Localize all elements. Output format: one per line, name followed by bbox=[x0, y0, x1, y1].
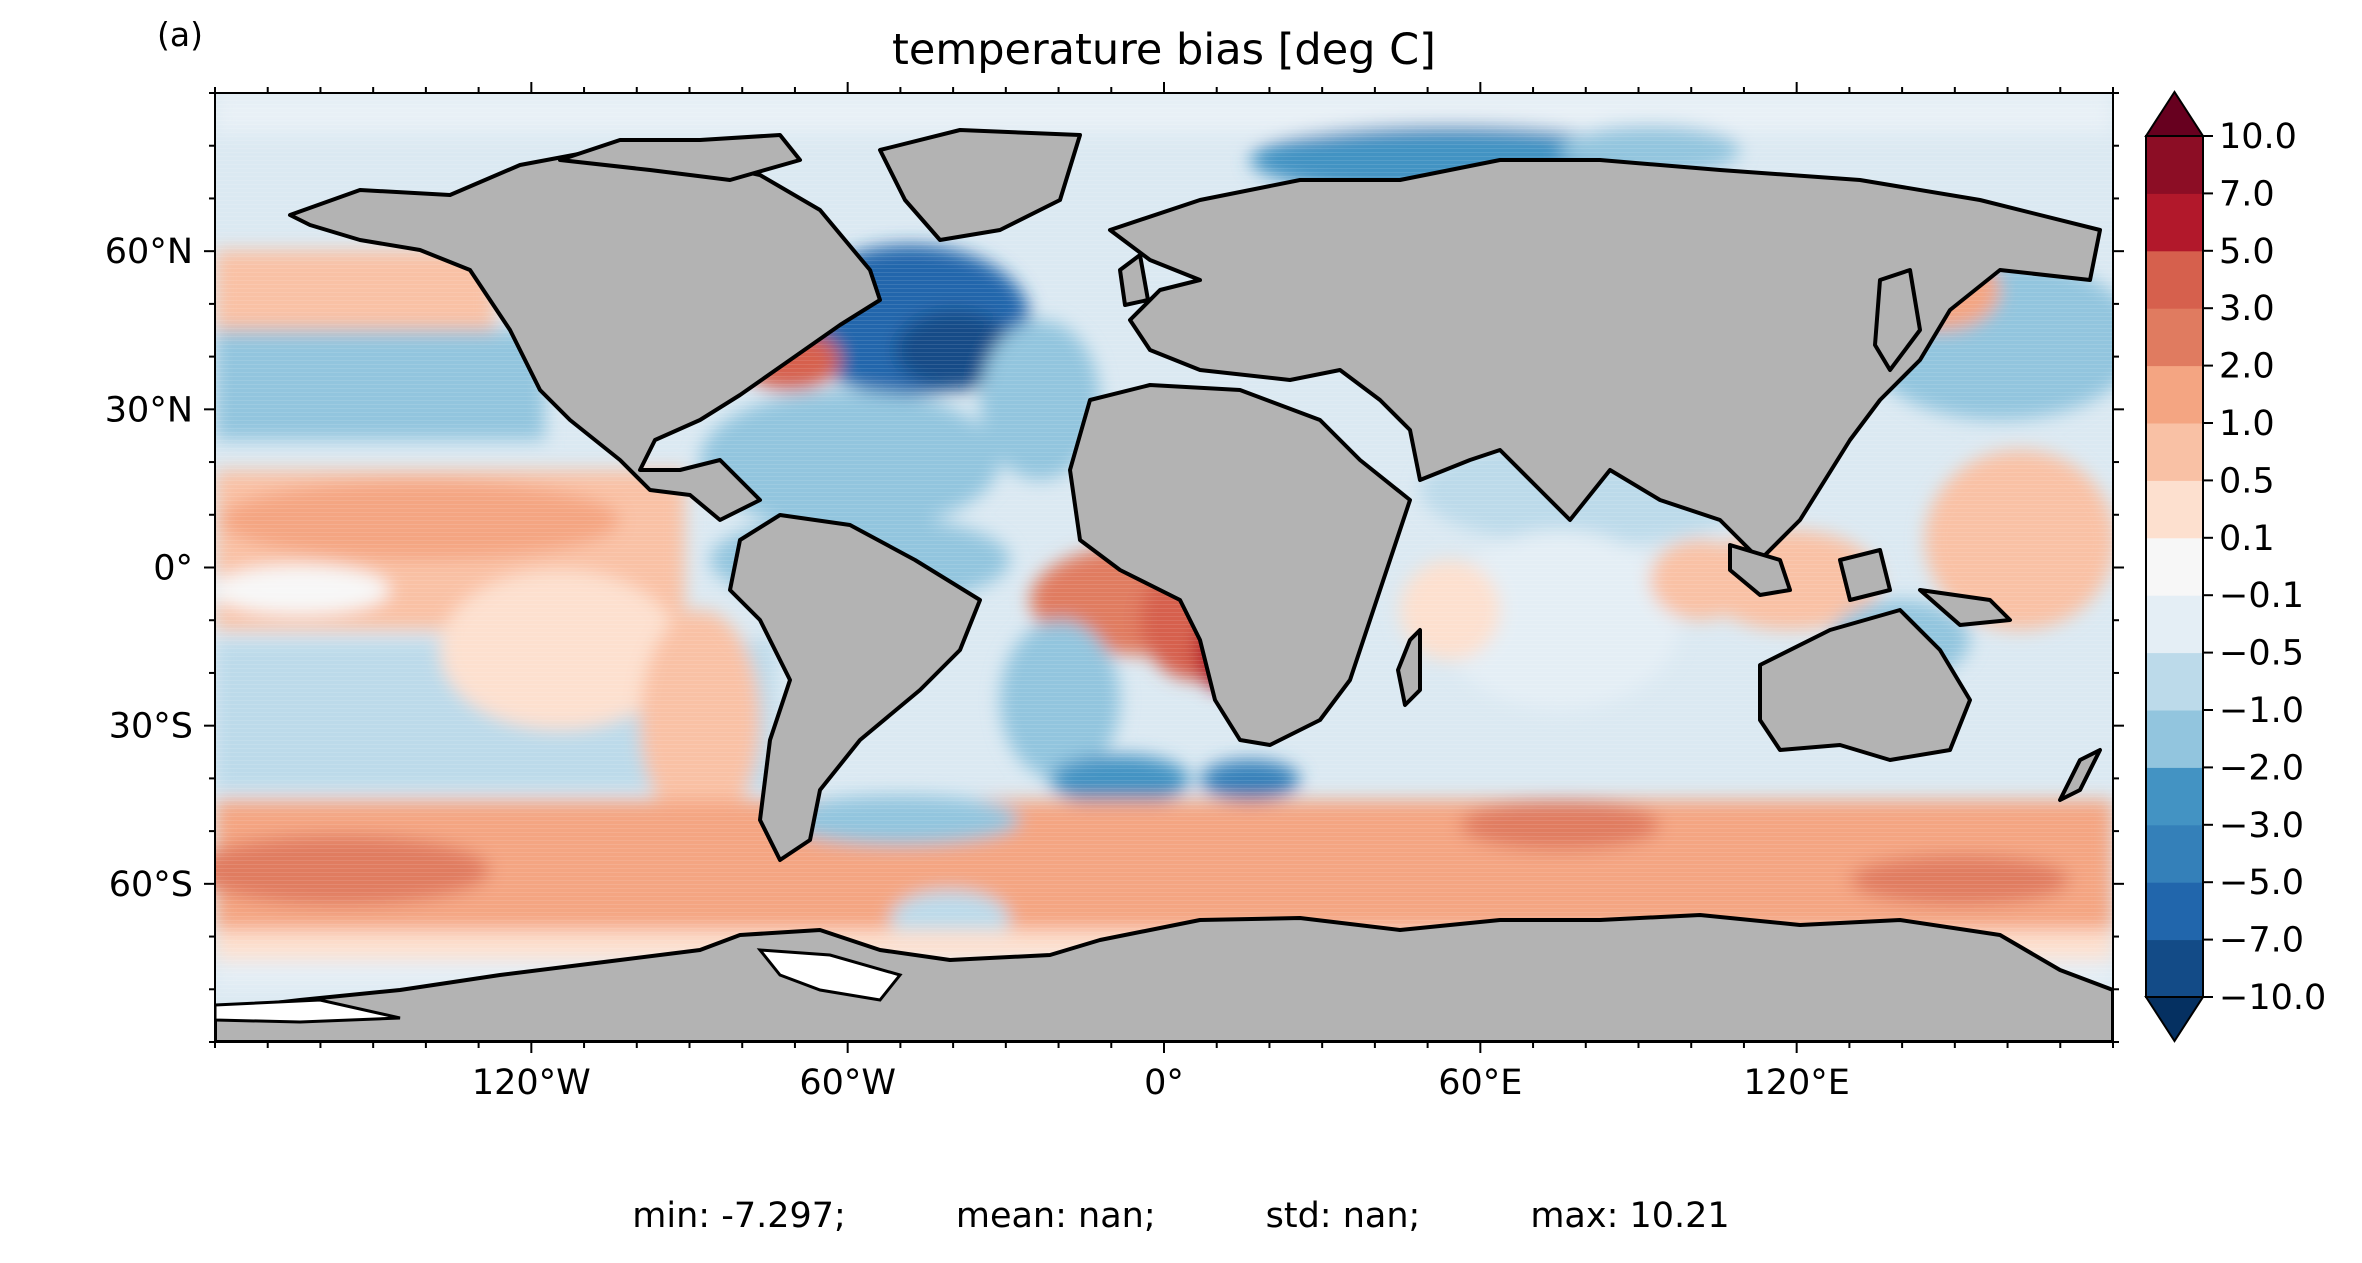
colorbar-bin bbox=[2146, 480, 2203, 539]
south-america bbox=[728, 513, 982, 862]
map-panel bbox=[215, 93, 2113, 1042]
stat-std: std: nan; bbox=[1265, 1196, 1421, 1236]
borneo-sumatra bbox=[1728, 543, 1892, 602]
colorbar-bin bbox=[2146, 882, 2203, 941]
y-tick-label: 60°S bbox=[109, 865, 193, 905]
greenland bbox=[878, 128, 1082, 242]
colorbar-bin bbox=[2146, 767, 2203, 826]
colorbar-label: −7.0 bbox=[2219, 921, 2304, 961]
y-tick-label: 60°N bbox=[105, 232, 193, 272]
colorbar-label: 0.5 bbox=[2219, 461, 2275, 501]
colorbar-label: −10.0 bbox=[2219, 978, 2326, 1018]
x-tick-label: 0° bbox=[1144, 1063, 1184, 1103]
colorbar-bin bbox=[2146, 308, 2203, 367]
y-tick-label: 0° bbox=[153, 549, 193, 589]
colorbar-label: 1.0 bbox=[2219, 404, 2275, 444]
colorbar-bin bbox=[2146, 423, 2203, 481]
x-tick-label: 120°E bbox=[1743, 1063, 1849, 1103]
madagascar bbox=[1396, 628, 1422, 707]
panel-label: (a) bbox=[157, 15, 203, 54]
x-axis: 120°W 60°W 0° 60°E 120°E bbox=[214, 82, 2114, 1103]
colorbar-bin bbox=[2146, 652, 2203, 711]
colorbar-label: 2.0 bbox=[2219, 347, 2275, 387]
colorbar-extend-max bbox=[2144, 90, 2205, 137]
colorbar-bin bbox=[2146, 250, 2203, 309]
colorbar-label: 0.1 bbox=[2219, 519, 2275, 559]
stat-max: max: 10.21 bbox=[1530, 1196, 1730, 1236]
colorbar: 10.0 7.0 5.0 3.0 2.0 1.0 0.5 0.1 −0.1 −0.5 −1.0 −2.… bbox=[2144, 90, 2326, 1043]
japan bbox=[1873, 268, 1922, 372]
colorbar-label: 10.0 bbox=[2219, 117, 2297, 157]
colorbar-extend-min bbox=[2144, 996, 2205, 1043]
colorbar-bin bbox=[2146, 136, 2203, 194]
colorbar-frame bbox=[2145, 135, 2204, 998]
africa bbox=[1068, 383, 1412, 747]
colorbar-bin bbox=[2146, 710, 2203, 768]
colorbar-bin bbox=[2146, 595, 2203, 654]
y-tick-label: 30°S bbox=[109, 707, 193, 747]
colorbar-bin bbox=[2146, 537, 2203, 596]
antarctica bbox=[215, 913, 2113, 1042]
colorbar-label: −0.5 bbox=[2219, 634, 2304, 674]
colorbar-bin bbox=[2146, 365, 2203, 424]
new-zealand bbox=[2058, 748, 2102, 802]
europe-asia bbox=[1108, 158, 2102, 562]
colorbar-bin bbox=[2146, 939, 2203, 998]
uk bbox=[1118, 253, 1150, 307]
colorbar-label: −0.1 bbox=[2219, 576, 2304, 616]
x-tick-label: 60°E bbox=[1438, 1063, 1522, 1103]
land-masses bbox=[215, 128, 2113, 1042]
australia bbox=[1758, 608, 1972, 762]
x-tick-label: 120°W bbox=[472, 1063, 591, 1103]
colorbar-label: −2.0 bbox=[2219, 748, 2304, 788]
map-title: temperature bias [deg C] bbox=[892, 25, 1436, 75]
colorbar-bin bbox=[2146, 193, 2203, 252]
x-tick-label: 60°W bbox=[799, 1063, 896, 1103]
colorbar-label: 5.0 bbox=[2219, 232, 2275, 272]
stat-mean: mean: nan; bbox=[955, 1196, 1156, 1236]
colorbar-label: 3.0 bbox=[2219, 289, 2275, 329]
colorbar-label: 7.0 bbox=[2219, 174, 2275, 214]
stat-min: min: -7.297; bbox=[632, 1196, 846, 1236]
colorbar-label: −1.0 bbox=[2219, 691, 2304, 731]
y-tick-label: 30°N bbox=[105, 390, 193, 430]
summary-stats: min: -7.297; mean: nan; std: nan; max: 1… bbox=[0, 1196, 2362, 1244]
colorbar-label: −3.0 bbox=[2219, 806, 2304, 846]
colorbar-label: −5.0 bbox=[2219, 863, 2304, 903]
ice-shelves bbox=[215, 948, 903, 1024]
canadian-archipelago bbox=[558, 133, 802, 182]
colorbar-bin bbox=[2146, 824, 2203, 883]
y-axis: 60°N 30°N 0° 30°S 60°S bbox=[105, 92, 2124, 1043]
new-guinea bbox=[1918, 588, 2012, 627]
